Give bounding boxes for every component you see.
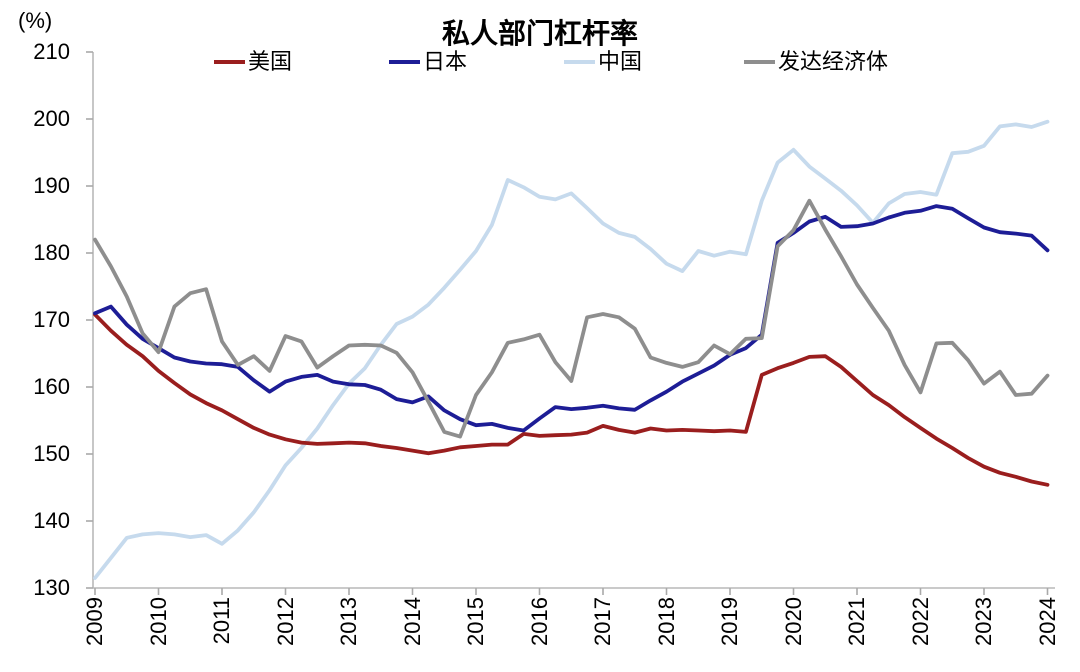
y-axis-label: 170 [33,307,70,332]
series-line-japan [93,204,1050,433]
series-line-developed [93,198,1050,439]
china-line-marker [564,60,595,64]
series-line-us [93,312,1050,487]
japan-line-marker [389,60,420,64]
legend-item-developed: 发达经济体 [744,48,888,76]
us-line-marker [214,60,245,64]
legend-item-japan: 日本 [389,48,467,76]
legend-item-china: 中国 [564,48,642,76]
y-axis-unit-label: (%) [18,8,53,33]
series-line-china [93,119,1050,580]
chart-title: 私人部门杠杆率 [441,18,638,49]
legend-item-us: 美国 [214,48,292,76]
y-axis-label: 180 [33,240,70,265]
y-axis-label: 130 [33,575,70,600]
y-axis-label: 160 [33,374,70,399]
legend-label-japan: 日本 [423,49,468,74]
y-axis-label: 150 [33,441,70,466]
y-axis-label: 200 [33,106,70,131]
legend: 美国 日本 中国 发达经济体 [0,48,1080,76]
legend-label-developed: 发达经济体 [778,49,889,74]
y-axis-label: 190 [33,173,70,198]
legend-label-china: 中国 [598,49,643,74]
legend-label-us: 美国 [248,49,293,74]
developed-line-marker [744,60,775,64]
y-axis-label: 140 [33,508,70,533]
y-axis-label: 210 [33,39,70,64]
